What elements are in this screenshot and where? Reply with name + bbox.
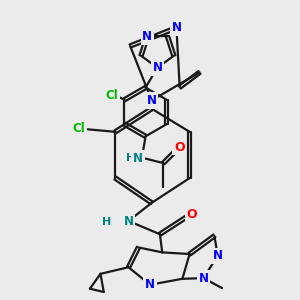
Text: N: N — [147, 94, 157, 107]
Text: N: N — [145, 278, 155, 291]
Text: N: N — [213, 249, 223, 262]
Text: N: N — [142, 30, 152, 43]
Text: Cl: Cl — [105, 89, 118, 102]
Text: N: N — [133, 152, 143, 165]
Text: H: H — [126, 153, 135, 163]
Text: O: O — [174, 140, 185, 154]
Text: N: N — [152, 61, 162, 74]
Text: N: N — [124, 214, 134, 227]
Text: O: O — [186, 208, 197, 221]
Text: H: H — [102, 217, 112, 227]
Text: Cl: Cl — [73, 122, 85, 135]
Text: N: N — [171, 21, 182, 34]
Text: N: N — [199, 272, 208, 285]
